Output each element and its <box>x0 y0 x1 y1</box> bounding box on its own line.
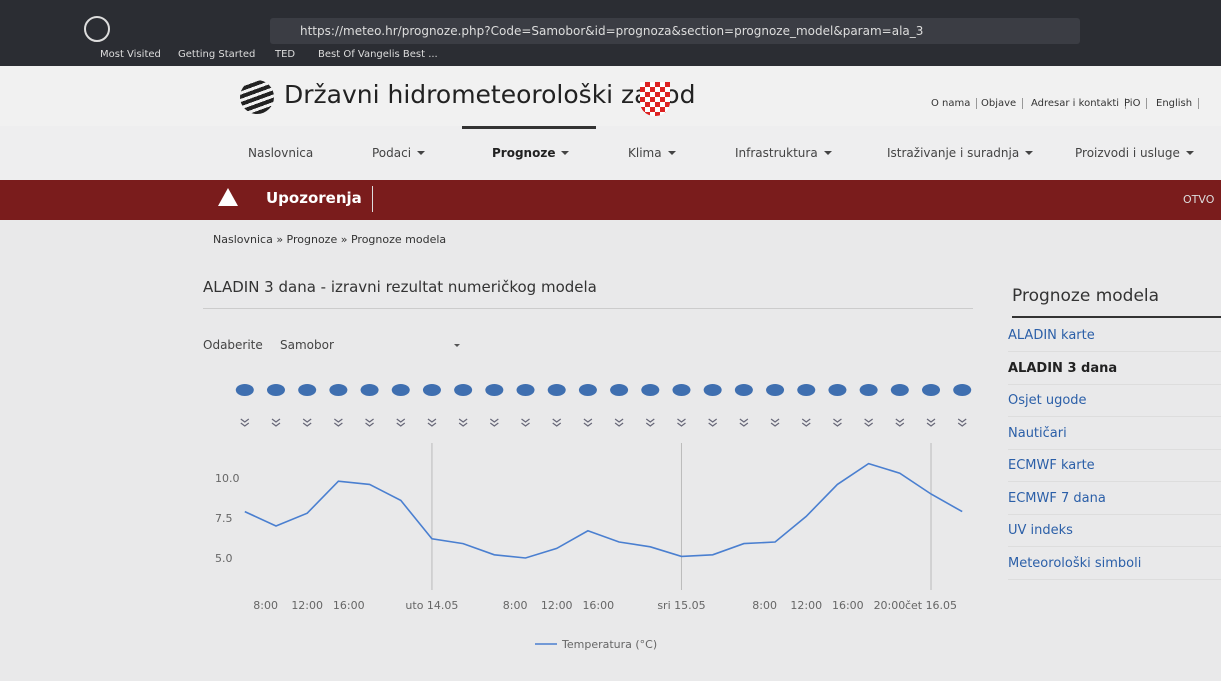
page: https://meteo.hr/prognoze.php?Code=Samob… <box>0 0 1221 681</box>
weather-icon <box>953 384 971 396</box>
wind-icon <box>397 419 405 426</box>
sidebar-link[interactable]: Meteorološki simboli <box>1008 556 1221 580</box>
legend-label: Temperatura (°C) <box>561 638 657 651</box>
wind-icon <box>615 419 623 426</box>
wind-icon <box>459 419 467 426</box>
wind-icon <box>740 419 748 426</box>
weather-icon <box>485 384 503 396</box>
wind-icon <box>241 419 249 426</box>
wind-icon <box>584 419 592 426</box>
wind-icon <box>366 419 374 426</box>
y-tick-label: 7.5 <box>215 512 233 525</box>
weather-icon <box>517 384 535 396</box>
wind-icon <box>272 419 280 426</box>
wind-icon <box>927 419 935 426</box>
weather-icon <box>423 384 441 396</box>
wind-icon <box>303 419 311 426</box>
weather-icon <box>329 384 347 396</box>
wind-icon <box>802 419 810 426</box>
y-tick-label: 5.0 <box>215 552 233 565</box>
weather-icon <box>267 384 285 396</box>
weather-icon <box>392 384 410 396</box>
wind-icon <box>677 419 685 426</box>
x-tick-label: 8:00 <box>503 599 528 612</box>
wind-icon <box>553 419 561 426</box>
sidebar-link[interactable]: ALADIN 3 dana <box>1008 361 1221 385</box>
weather-icon <box>610 384 628 396</box>
x-tick-label: čet 16.05 <box>905 599 957 612</box>
x-tick-label: 12:00 <box>291 599 323 612</box>
weather-icon <box>922 384 940 396</box>
weather-icon <box>797 384 815 396</box>
wind-icon <box>334 419 342 426</box>
weather-icon <box>298 384 316 396</box>
wind-icon <box>896 419 904 426</box>
sidebar-link[interactable]: ECMWF karte <box>1008 458 1221 482</box>
weather-icon <box>454 384 472 396</box>
weather-icon <box>891 384 909 396</box>
weather-icon <box>766 384 784 396</box>
weather-icon <box>236 384 254 396</box>
wind-icon <box>490 419 498 426</box>
x-tick-label: 8:00 <box>752 599 777 612</box>
sidebar-link[interactable]: Nautičari <box>1008 426 1221 450</box>
wind-icon <box>646 419 654 426</box>
x-tick-label: 8:00 <box>253 599 278 612</box>
sidebar-link[interactable]: ECMWF 7 dana <box>1008 491 1221 515</box>
wind-icon <box>771 419 779 426</box>
wind-icon <box>865 419 873 426</box>
x-tick-label: sri 15.05 <box>657 599 705 612</box>
wind-icon <box>709 419 717 426</box>
weather-icon <box>704 384 722 396</box>
weather-icon <box>641 384 659 396</box>
weather-icon <box>672 384 690 396</box>
weather-icon <box>361 384 379 396</box>
wind-icon <box>833 419 841 426</box>
y-tick-label: 10.0 <box>215 472 240 485</box>
x-tick-label: 12:00 <box>541 599 573 612</box>
weather-icon <box>579 384 597 396</box>
wind-icon <box>958 419 966 426</box>
sidebar-link[interactable]: Osjet ugode <box>1008 393 1221 417</box>
wind-icon <box>428 419 436 426</box>
x-tick-label: 16:00 <box>333 599 365 612</box>
x-tick-label: 16:00 <box>582 599 614 612</box>
weather-icon <box>735 384 753 396</box>
weather-icon <box>860 384 878 396</box>
weather-icon <box>828 384 846 396</box>
sidebar-link[interactable]: UV indeks <box>1008 523 1221 547</box>
temperature-line <box>245 464 962 558</box>
sidebar-link[interactable]: ALADIN karte <box>1008 328 1221 352</box>
x-tick-label: 12:00 <box>790 599 822 612</box>
x-tick-label: uto 14.05 <box>405 599 458 612</box>
weather-icon <box>548 384 566 396</box>
x-tick-label: 20:00 <box>874 599 906 612</box>
wind-icon <box>522 419 530 426</box>
x-tick-label: 16:00 <box>832 599 864 612</box>
